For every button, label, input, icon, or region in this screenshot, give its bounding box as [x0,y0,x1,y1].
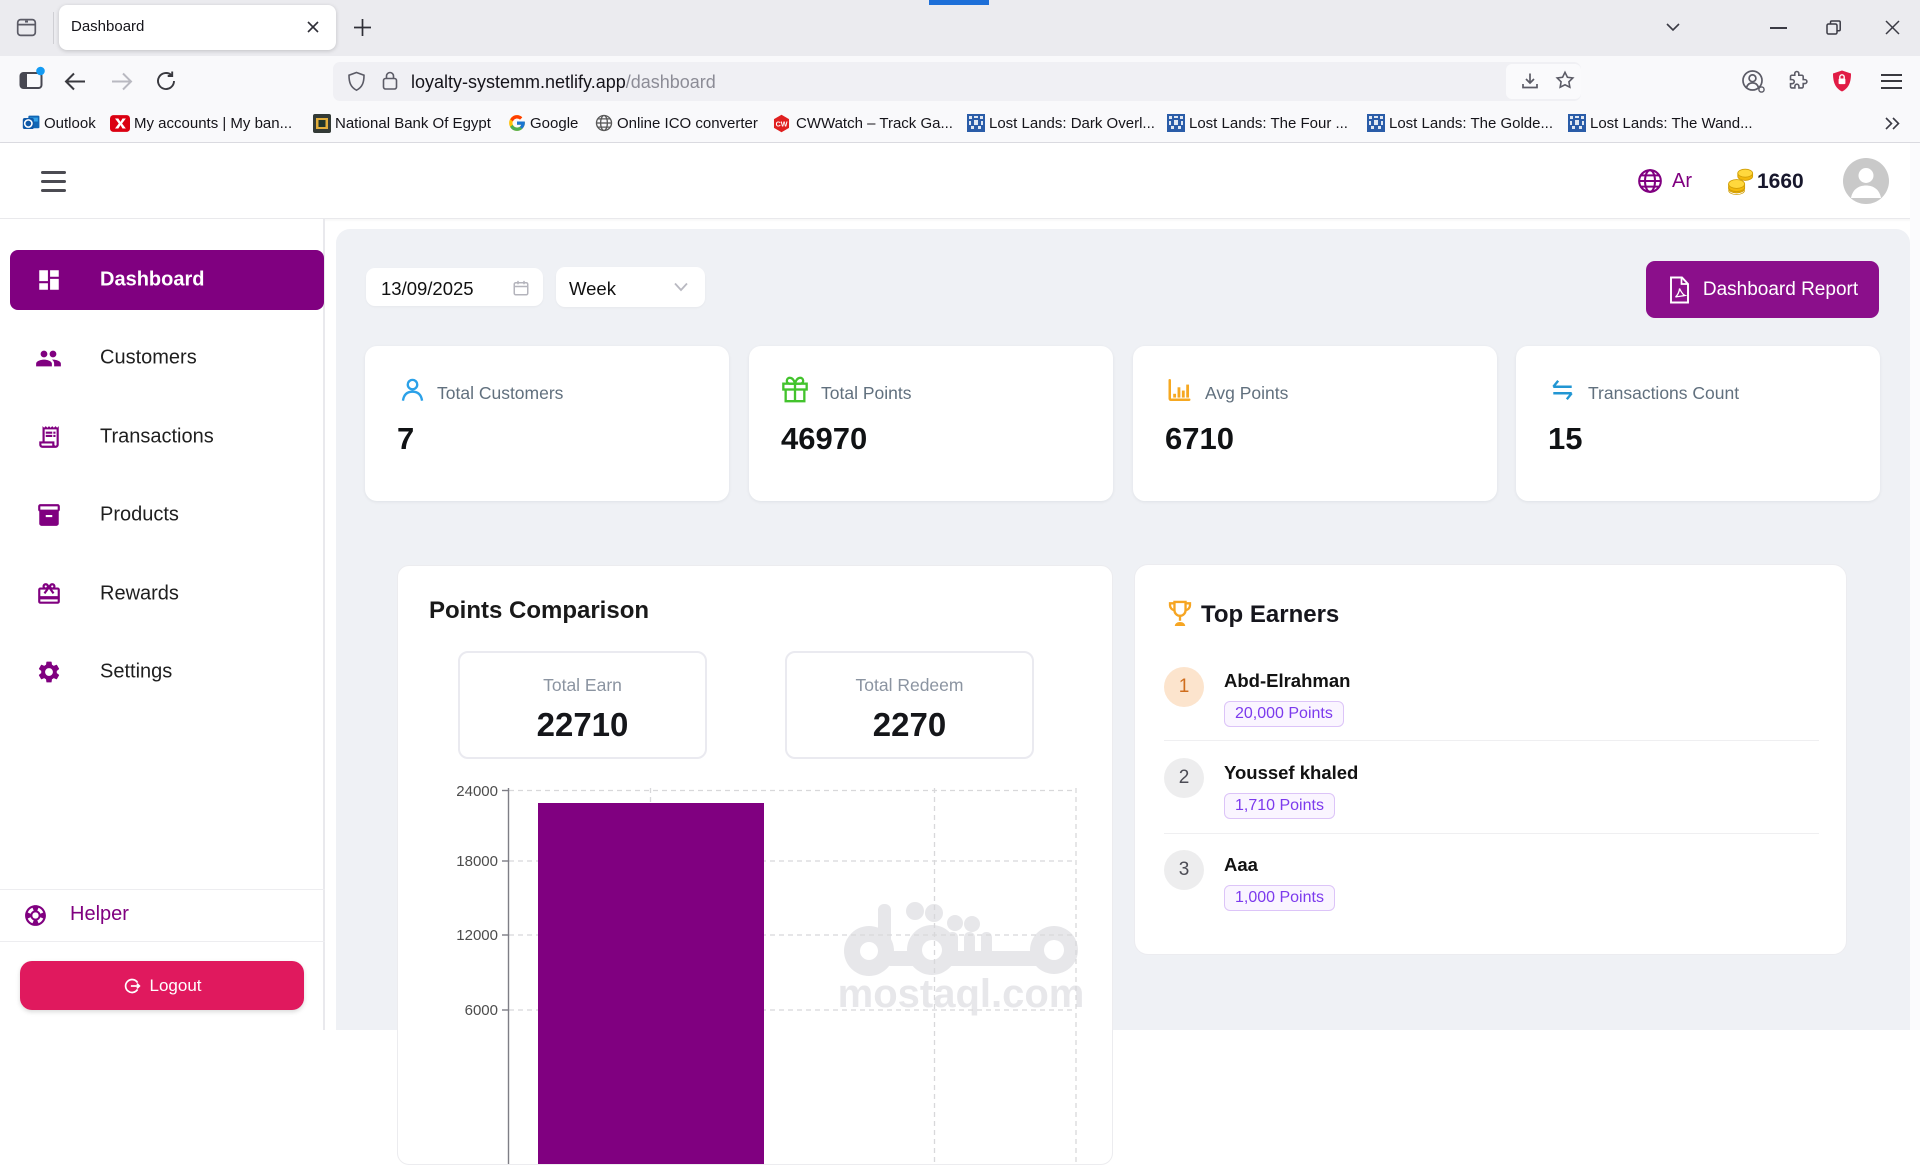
svg-text:18000: 18000 [456,853,498,870]
svg-text:mostaql.com: mostaql.com [838,972,1085,1016]
svg-text:CW: CW [776,121,788,129]
svg-text:12000: 12000 [456,927,498,944]
svg-text:24000: 24000 [456,783,498,800]
svg-text:6000: 6000 [465,1002,498,1019]
